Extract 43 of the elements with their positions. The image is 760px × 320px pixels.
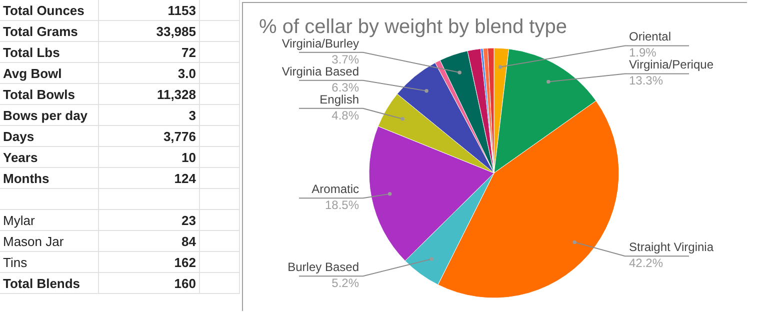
data-label: 42.2% (629, 256, 664, 270)
text: Years (0, 146, 98, 168)
text: Total Bowls (0, 84, 98, 104)
text: Mylar (0, 210, 98, 230)
text: Bows per day (0, 104, 98, 126)
text: 160 (98, 272, 200, 294)
text: Total Grams (0, 20, 98, 42)
slice-label: Virginia Based (282, 64, 359, 78)
text: 1153 (98, 0, 200, 20)
chart-title: % of cellar by weight by blend type (259, 16, 567, 38)
text: 84 (98, 230, 200, 252)
text: 124 (98, 168, 200, 188)
text: 72 (98, 42, 200, 62)
text: 10 (98, 146, 200, 168)
text: 3 (98, 104, 200, 126)
text: 11,328 (98, 84, 200, 104)
text: Total Lbs (0, 42, 98, 62)
text: Avg Bowl (0, 62, 98, 84)
data-label: 1.9% (629, 46, 657, 60)
data-label: 3.7% (332, 52, 360, 66)
slice-label: Aromatic (312, 182, 359, 196)
data-label: 18.5% (324, 198, 360, 212)
data-label: 6.3% (332, 80, 360, 94)
data-label: 4.8% (332, 108, 360, 122)
text: 3.0 (98, 62, 200, 84)
text: 33,985 (98, 20, 200, 42)
slice-label: Virginia/Burley (282, 36, 359, 50)
slice-label: Straight Virginia (629, 240, 714, 254)
text: 23 (98, 210, 200, 230)
data-label: 13.3% (629, 74, 664, 88)
text: Total Ounces (0, 0, 98, 20)
text: Total Blends (0, 272, 98, 294)
text: Tins (0, 252, 98, 272)
data-label: 5.2% (332, 276, 360, 290)
slice-label: Burley Based (288, 260, 359, 274)
text: Mason Jar (0, 230, 98, 252)
slice-label: Virginia/Perique (629, 58, 714, 72)
slice-label: English (320, 92, 359, 106)
slice-label: Oriental (629, 30, 672, 44)
text: 162 (98, 252, 200, 272)
text: 3,776 (98, 126, 200, 146)
text: Days (0, 126, 98, 146)
text: Months (0, 168, 98, 188)
